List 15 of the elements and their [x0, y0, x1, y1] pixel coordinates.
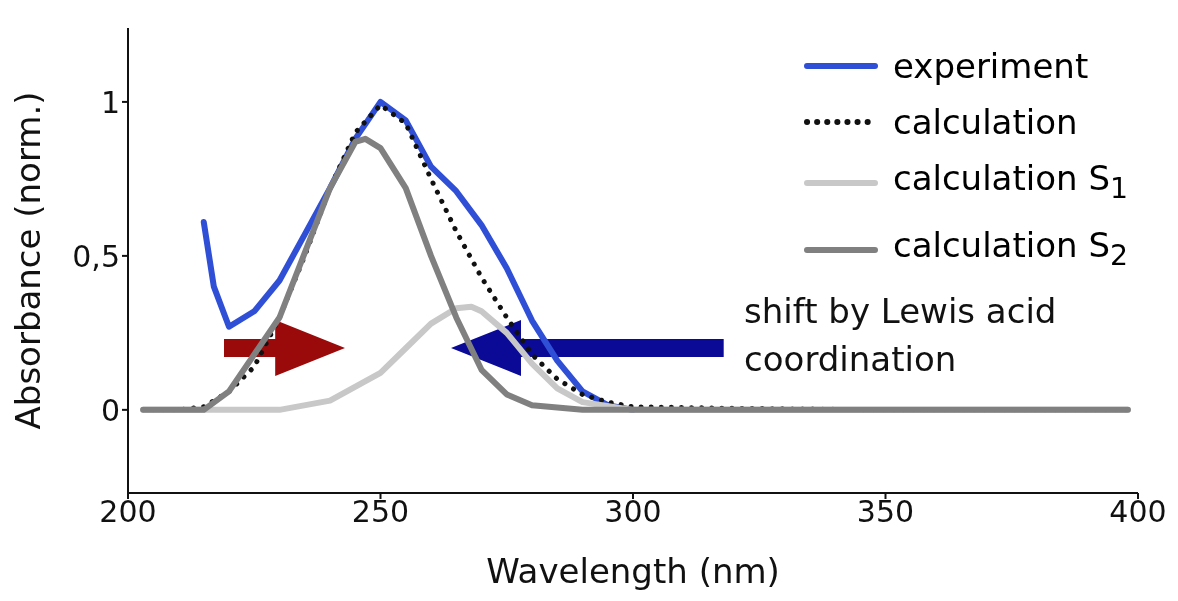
legend-label: calculation S$_{1}$ [892, 157, 1128, 207]
x-axis-title: Wavelength (nm) [486, 551, 780, 591]
legend-label: calculation S$_{2}$ [892, 223, 1128, 274]
x-tick-label: 400 [1109, 494, 1167, 530]
x-tick-label: 200 [99, 494, 157, 530]
x-tick-label: 250 [351, 494, 410, 530]
y-tick-label: 0,5 [72, 238, 120, 274]
y-tick-label: 0 [100, 392, 120, 428]
legend-label: calculation [892, 101, 1078, 144]
y-axis-title: Absorbance (norm.) [8, 91, 49, 430]
x-tick-label: 300 [604, 494, 662, 530]
x-tick-label: 350 [856, 494, 915, 530]
y-tick-label: 1 [100, 84, 120, 120]
legend-label: experiment [892, 45, 1089, 88]
annotation: shift by Lewis acid coordination [744, 289, 1058, 381]
